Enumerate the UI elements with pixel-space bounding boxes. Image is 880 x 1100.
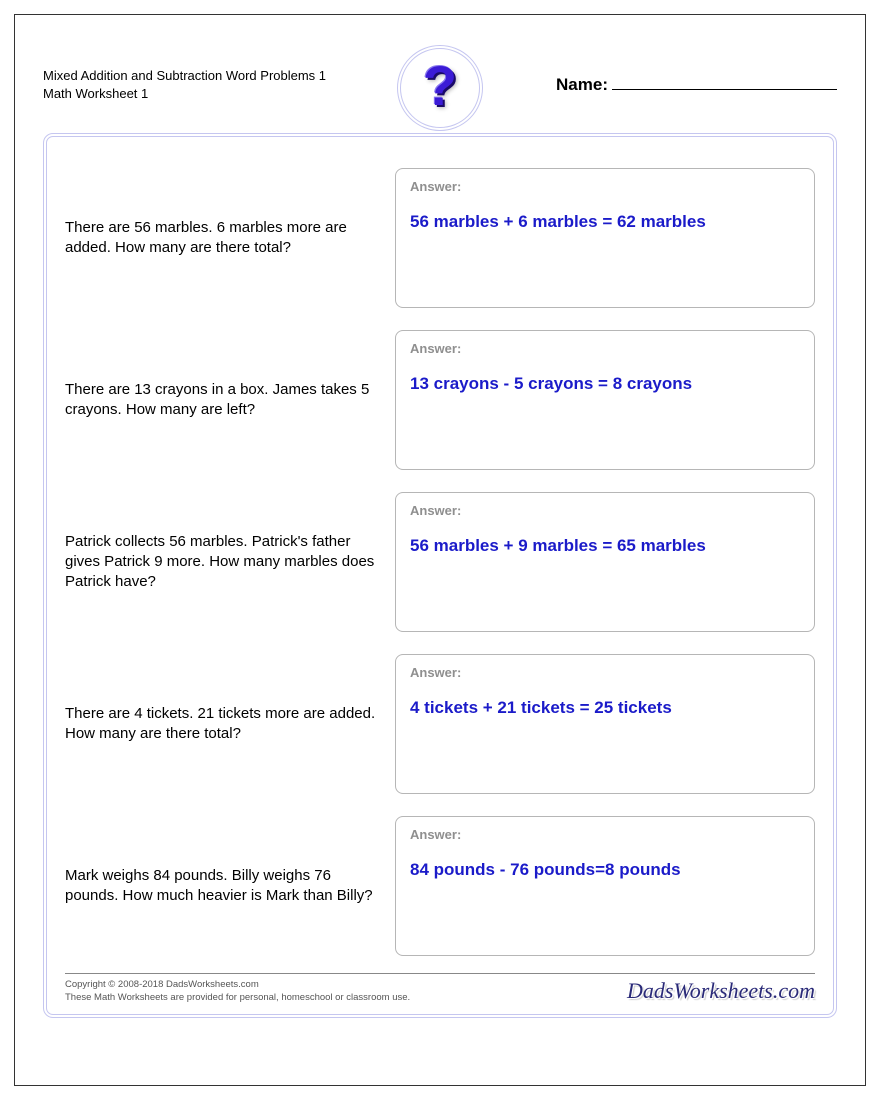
problem-row: There are 56 marbles. 6 marbles more are… — [65, 163, 815, 313]
header-title-block: Mixed Addition and Subtraction Word Prob… — [43, 67, 343, 103]
title-line-1: Mixed Addition and Subtraction Word Prob… — [43, 67, 343, 85]
answer-box: Answer: 13 crayons - 5 crayons = 8 crayo… — [395, 330, 815, 470]
problem-row: Mark weighs 84 pounds. Billy weighs 76 p… — [65, 811, 815, 961]
answer-label: Answer: — [410, 179, 800, 194]
footer-legal: Copyright © 2008-2018 DadsWorksheets.com… — [65, 979, 410, 1004]
question-text: Mark weighs 84 pounds. Billy weighs 76 p… — [65, 866, 395, 907]
answer-text: 13 crayons - 5 crayons = 8 crayons — [410, 374, 800, 394]
answer-label: Answer: — [410, 503, 800, 518]
worksheet-page: Mixed Addition and Subtraction Word Prob… — [14, 14, 866, 1086]
answer-text: 4 tickets + 21 tickets = 25 tickets — [410, 698, 800, 718]
problem-row: There are 4 tickets. 21 tickets more are… — [65, 649, 815, 799]
answer-label: Answer: — [410, 827, 800, 842]
worksheet-footer: Copyright © 2008-2018 DadsWorksheets.com… — [65, 973, 815, 1004]
answer-text: 56 marbles + 6 marbles = 62 marbles — [410, 212, 800, 232]
question-text: There are 4 tickets. 21 tickets more are… — [65, 704, 395, 745]
answer-box: Answer: 84 pounds - 76 pounds=8 pounds — [395, 816, 815, 956]
answer-text: 84 pounds - 76 pounds=8 pounds — [410, 860, 800, 880]
footer-brand: DadsWorksheets.com — [627, 978, 815, 1004]
answer-label: Answer: — [410, 341, 800, 356]
footer-copyright: Copyright © 2008-2018 DadsWorksheets.com — [65, 979, 410, 991]
name-field-group: Name: — [556, 75, 837, 95]
answer-box: Answer: 56 marbles + 9 marbles = 65 marb… — [395, 492, 815, 632]
answer-label: Answer: — [410, 665, 800, 680]
answer-box: Answer: 4 tickets + 21 tickets = 25 tick… — [395, 654, 815, 794]
worksheet-header: Mixed Addition and Subtraction Word Prob… — [43, 45, 837, 125]
answer-box: Answer: 56 marbles + 6 marbles = 62 marb… — [395, 168, 815, 308]
name-label: Name: — [556, 75, 608, 95]
problems-frame: There are 56 marbles. 6 marbles more are… — [43, 133, 837, 1018]
footer-note: These Math Worksheets are provided for p… — [65, 992, 410, 1004]
title-line-2: Math Worksheet 1 — [43, 85, 343, 103]
question-mark-icon: ? — [423, 53, 457, 118]
name-input-line[interactable] — [612, 76, 837, 90]
header-icon-circle: ? — [397, 45, 483, 131]
answer-text: 56 marbles + 9 marbles = 65 marbles — [410, 536, 800, 556]
question-text: There are 56 marbles. 6 marbles more are… — [65, 218, 395, 259]
problem-row: Patrick collects 56 marbles. Patrick's f… — [65, 487, 815, 637]
question-text: There are 13 crayons in a box. James tak… — [65, 380, 395, 421]
problem-row: There are 13 crayons in a box. James tak… — [65, 325, 815, 475]
question-text: Patrick collects 56 marbles. Patrick's f… — [65, 532, 395, 593]
